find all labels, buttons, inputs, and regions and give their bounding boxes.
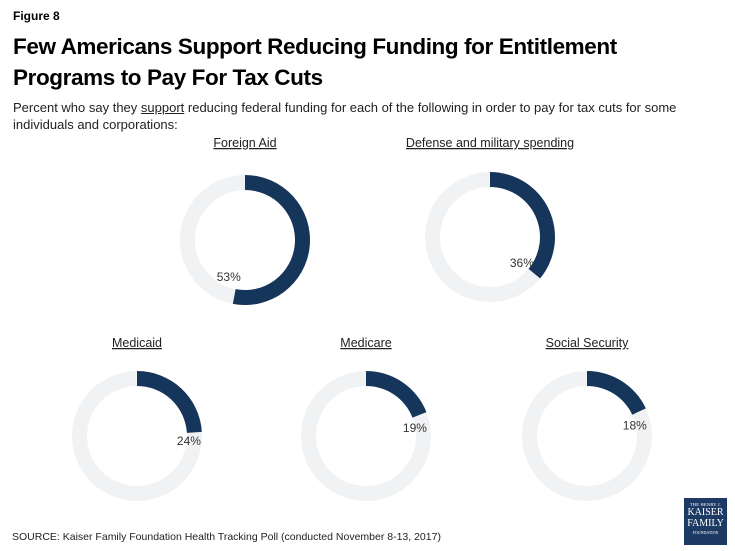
- donut-value-arc: [366, 371, 427, 418]
- donut-value-arc: [232, 175, 311, 305]
- chart-subtitle: Percent who say they support reducing fe…: [13, 99, 723, 133]
- kff-logo: THE HENRY J. KAISER FAMILY FOUNDATION: [684, 498, 727, 545]
- source-note: SOURCE: Kaiser Family Foundation Health …: [12, 531, 441, 543]
- donut-value-label: 53%: [217, 270, 241, 284]
- donut-defense-and-military-spending: Defense and military spending 36%: [406, 136, 574, 302]
- subtitle-text-before: Percent who say they: [13, 100, 141, 115]
- donut-value-label: 24%: [177, 434, 201, 448]
- subtitle-text-after: reducing federal funding for each of the…: [13, 100, 677, 132]
- donut-value-arc: [490, 172, 555, 279]
- donut-value-arc: [137, 371, 202, 433]
- donut-foreign-aid: Foreign Aid 53%: [180, 136, 311, 305]
- donut-medicaid: Medicaid 24%: [72, 336, 202, 501]
- subtitle-underlined: support: [140, 100, 185, 115]
- donut-social-security: Social Security 18%: [522, 336, 652, 501]
- chart-title: Few Americans Support Reducing Funding f…: [13, 34, 617, 90]
- donut-title: Foreign Aid: [213, 136, 276, 150]
- logo-line4: FOUNDATION: [692, 530, 719, 535]
- donut-title: Defense and military spending: [406, 136, 574, 150]
- logo-line2: KAISER: [687, 507, 724, 518]
- donut-value-arc: [587, 371, 646, 415]
- donut-value-label: 36%: [510, 256, 534, 270]
- donut-medicare: Medicare 19%: [301, 336, 431, 501]
- logo-line3: FAMILY: [687, 518, 724, 529]
- donut-value-label: 19%: [403, 421, 427, 435]
- donut-title: Social Security: [546, 336, 629, 350]
- donut-title: Medicaid: [112, 336, 162, 350]
- logo-line1: THE HENRY J.: [689, 502, 722, 507]
- figure-label: Figure 8: [13, 9, 60, 23]
- donut-title: Medicare: [340, 336, 391, 350]
- donut-value-label: 18%: [623, 418, 647, 432]
